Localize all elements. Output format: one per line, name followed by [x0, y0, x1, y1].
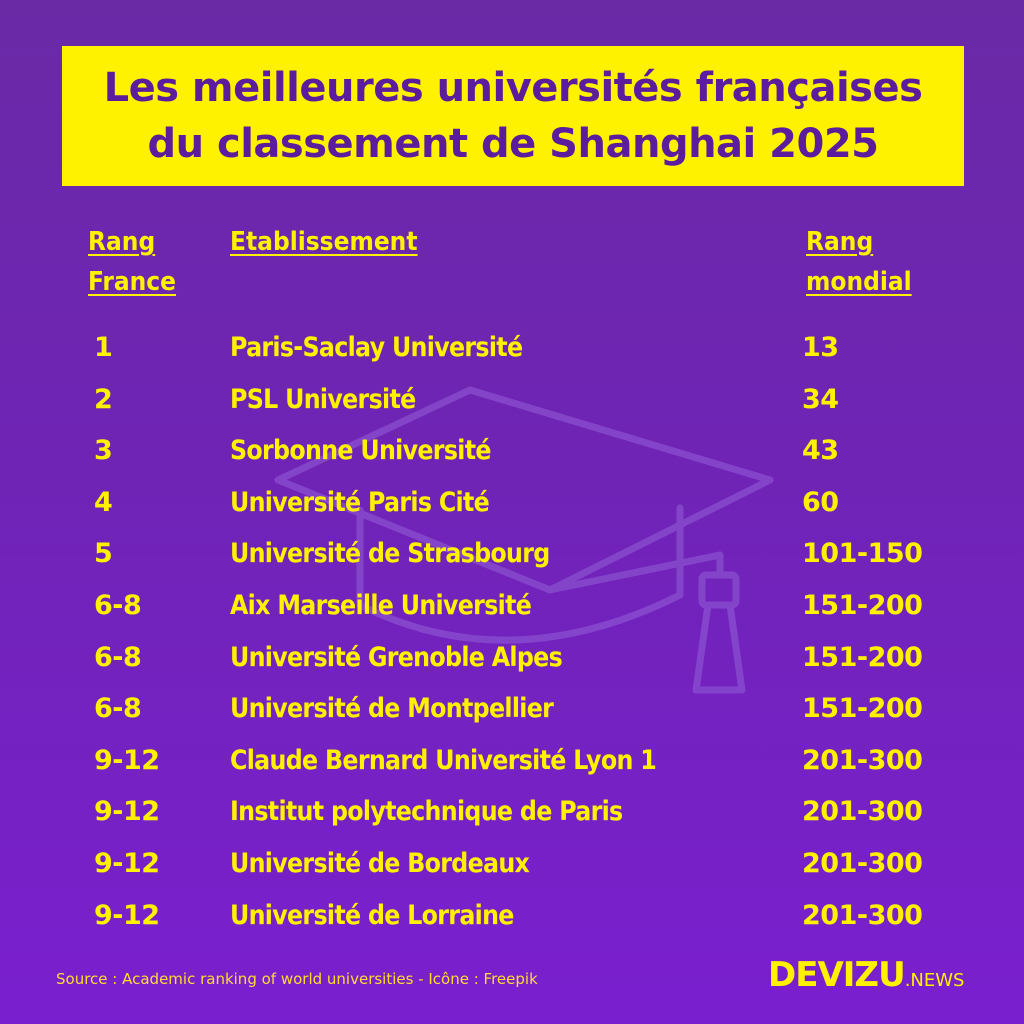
- rank-world: 201-300: [802, 847, 923, 879]
- header-establishment: Etablissement: [230, 222, 418, 262]
- rank-world: 201-300: [802, 744, 923, 776]
- establishment-name: Paris-Saclay Université: [230, 332, 523, 363]
- header-establishment-label: Etablissement: [230, 227, 418, 257]
- header-rank-world-line1: Rang: [806, 227, 874, 257]
- table-row: 6-8 Aix Marseille Université 151-200: [0, 580, 1024, 632]
- ranking-table: 1 Paris-Saclay Université 13 2 PSL Unive…: [0, 322, 1024, 941]
- establishment-name: Aix Marseille Université: [230, 589, 532, 621]
- table-row: 4 Université Paris Cité 60: [0, 477, 1024, 529]
- rank-france: 3: [94, 435, 113, 467]
- establishment-name: Université de Bordeaux: [230, 847, 530, 879]
- rank-france: 9-12: [94, 847, 160, 879]
- table-row: 9-12 Claude Bernard Université Lyon 1 20…: [0, 735, 1024, 787]
- establishment-name: Université Paris Cité: [230, 486, 490, 518]
- header-rank-world: Rang mondial: [806, 222, 946, 302]
- table-row: 6-8 Université de Montpellier 151-200: [0, 683, 1024, 735]
- table-row: 9-12 Université de Lorraine 201-300: [0, 890, 1024, 942]
- brand-logo: DEVIZU.NEWS: [768, 955, 964, 995]
- rank-world: 201-300: [802, 899, 923, 931]
- table-row: 9-12 Université de Bordeaux 201-300: [0, 838, 1024, 890]
- rank-france: 5: [94, 538, 113, 570]
- brand-sub: .NEWS: [904, 970, 965, 991]
- establishment-name: Université de Lorraine: [230, 899, 514, 931]
- establishment-name: Université de Strasbourg: [230, 538, 550, 570]
- rank-world: 151-200: [802, 589, 923, 621]
- source-credit: Source : Academic ranking of world unive…: [56, 970, 538, 988]
- rank-world: 13: [802, 332, 839, 363]
- rank-world: 101-150: [802, 538, 923, 570]
- title-banner: Les meilleures universités françaises du…: [62, 46, 964, 186]
- rank-world: 201-300: [802, 796, 923, 828]
- rank-france: 9-12: [94, 899, 160, 931]
- establishment-name: Université de Montpellier: [230, 693, 554, 725]
- rank-france: 6-8: [94, 589, 142, 621]
- rank-france: 6-8: [94, 693, 142, 725]
- rank-world: 151-200: [802, 693, 923, 725]
- table-row: 2 PSL Université 34: [0, 374, 1024, 426]
- rank-world: 151-200: [802, 641, 923, 673]
- rank-world: 60: [802, 486, 839, 518]
- rank-france: 1: [94, 332, 113, 363]
- brand-main: DEVIZU: [768, 955, 906, 995]
- table-row: 1 Paris-Saclay Université 13: [0, 322, 1024, 374]
- establishment-name: Université Grenoble Alpes: [230, 641, 563, 673]
- table-row: 6-8 Université Grenoble Alpes 151-200: [0, 632, 1024, 684]
- establishment-name: PSL Université: [230, 383, 416, 415]
- title-line-2: du classement de Shanghai 2025: [147, 121, 879, 167]
- rank-france: 2: [94, 383, 113, 415]
- establishment-name: Institut polytechnique de Paris: [230, 796, 623, 828]
- rank-world: 43: [802, 435, 839, 467]
- rank-france: 4: [94, 486, 113, 518]
- rank-france: 6-8: [94, 641, 142, 673]
- establishment-name: Claude Bernard Université Lyon 1: [230, 744, 657, 776]
- establishment-name: Sorbonne Université: [230, 435, 491, 467]
- table-row: 9-12 Institut polytechnique de Paris 201…: [0, 786, 1024, 838]
- table-row: 5 Université de Strasbourg 101-150: [0, 528, 1024, 580]
- rank-france: 9-12: [94, 744, 160, 776]
- table-row: 3 Sorbonne Université 43: [0, 425, 1024, 477]
- header-rank-world-line2: mondial: [806, 267, 912, 297]
- header-rank-france: Rang France: [88, 222, 208, 302]
- header-rank-france-line2: France: [88, 267, 177, 297]
- header-rank-france-line1: Rang: [88, 227, 156, 257]
- rank-france: 9-12: [94, 796, 160, 828]
- title-line-1: Les meilleures universités françaises: [103, 65, 923, 111]
- rank-world: 34: [802, 383, 839, 415]
